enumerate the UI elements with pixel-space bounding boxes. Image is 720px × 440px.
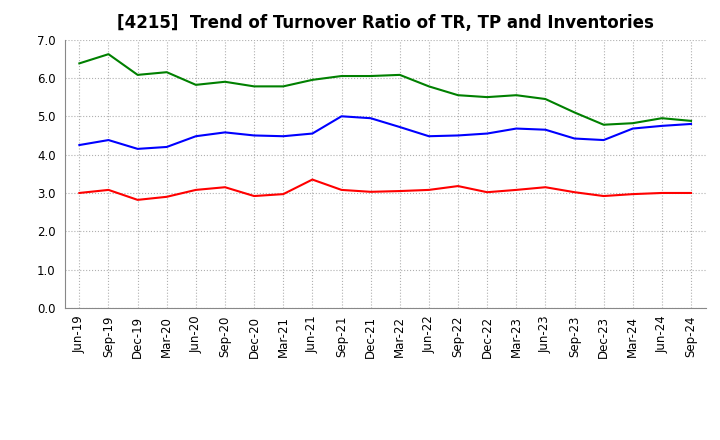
Title: [4215]  Trend of Turnover Ratio of TR, TP and Inventories: [4215] Trend of Turnover Ratio of TR, TP… <box>117 15 654 33</box>
Trade Receivables <box>75 191 84 196</box>
Inventories <box>337 73 346 79</box>
Inventories <box>163 70 171 75</box>
Trade Receivables <box>570 190 579 195</box>
Trade Payables <box>629 126 637 131</box>
Trade Receivables <box>599 194 608 199</box>
Trade Payables <box>337 114 346 119</box>
Trade Payables <box>133 146 142 151</box>
Trade Receivables <box>657 191 666 196</box>
Inventories <box>454 92 462 98</box>
Inventories <box>279 84 287 89</box>
Inventories <box>599 122 608 127</box>
Trade Receivables <box>192 187 200 193</box>
Trade Receivables <box>104 187 113 193</box>
Trade Receivables <box>337 187 346 193</box>
Trade Receivables <box>512 187 521 193</box>
Line: Trade Receivables: Trade Receivables <box>79 180 691 200</box>
Inventories <box>366 73 375 79</box>
Trade Receivables <box>687 191 696 196</box>
Trade Receivables <box>629 191 637 197</box>
Trade Payables <box>279 134 287 139</box>
Inventories <box>483 95 492 100</box>
Inventories <box>541 96 550 102</box>
Trade Receivables <box>279 191 287 197</box>
Trade Payables <box>366 116 375 121</box>
Trade Payables <box>425 134 433 139</box>
Trade Payables <box>104 137 113 143</box>
Trade Receivables <box>454 183 462 189</box>
Trade Receivables <box>163 194 171 199</box>
Trade Payables <box>483 131 492 136</box>
Inventories <box>192 82 200 88</box>
Inventories <box>425 84 433 89</box>
Trade Receivables <box>308 177 317 182</box>
Trade Payables <box>657 123 666 128</box>
Inventories <box>75 61 84 66</box>
Trade Payables <box>541 127 550 132</box>
Trade Payables <box>308 131 317 136</box>
Trade Payables <box>570 136 579 141</box>
Trade Payables <box>220 130 229 135</box>
Trade Receivables <box>133 197 142 202</box>
Trade Payables <box>250 133 258 138</box>
Inventories <box>570 110 579 115</box>
Trade Receivables <box>483 190 492 195</box>
Trade Receivables <box>250 194 258 199</box>
Inventories <box>395 72 404 77</box>
Trade Payables <box>512 126 521 131</box>
Trade Receivables <box>425 187 433 193</box>
Trade Receivables <box>541 185 550 190</box>
Trade Receivables <box>366 189 375 194</box>
Trade Payables <box>75 143 84 148</box>
Trade Payables <box>454 133 462 138</box>
Inventories <box>308 77 317 82</box>
Trade Payables <box>599 137 608 143</box>
Trade Payables <box>395 125 404 130</box>
Line: Inventories: Inventories <box>79 54 691 125</box>
Line: Trade Payables: Trade Payables <box>79 116 691 149</box>
Inventories <box>657 116 666 121</box>
Inventories <box>250 84 258 89</box>
Inventories <box>133 72 142 77</box>
Trade Receivables <box>395 188 404 194</box>
Inventories <box>512 92 521 98</box>
Trade Payables <box>163 144 171 150</box>
Trade Payables <box>687 121 696 127</box>
Trade Receivables <box>220 185 229 190</box>
Inventories <box>629 121 637 126</box>
Trade Payables <box>192 134 200 139</box>
Inventories <box>687 118 696 124</box>
Inventories <box>104 51 113 57</box>
Inventories <box>220 79 229 84</box>
